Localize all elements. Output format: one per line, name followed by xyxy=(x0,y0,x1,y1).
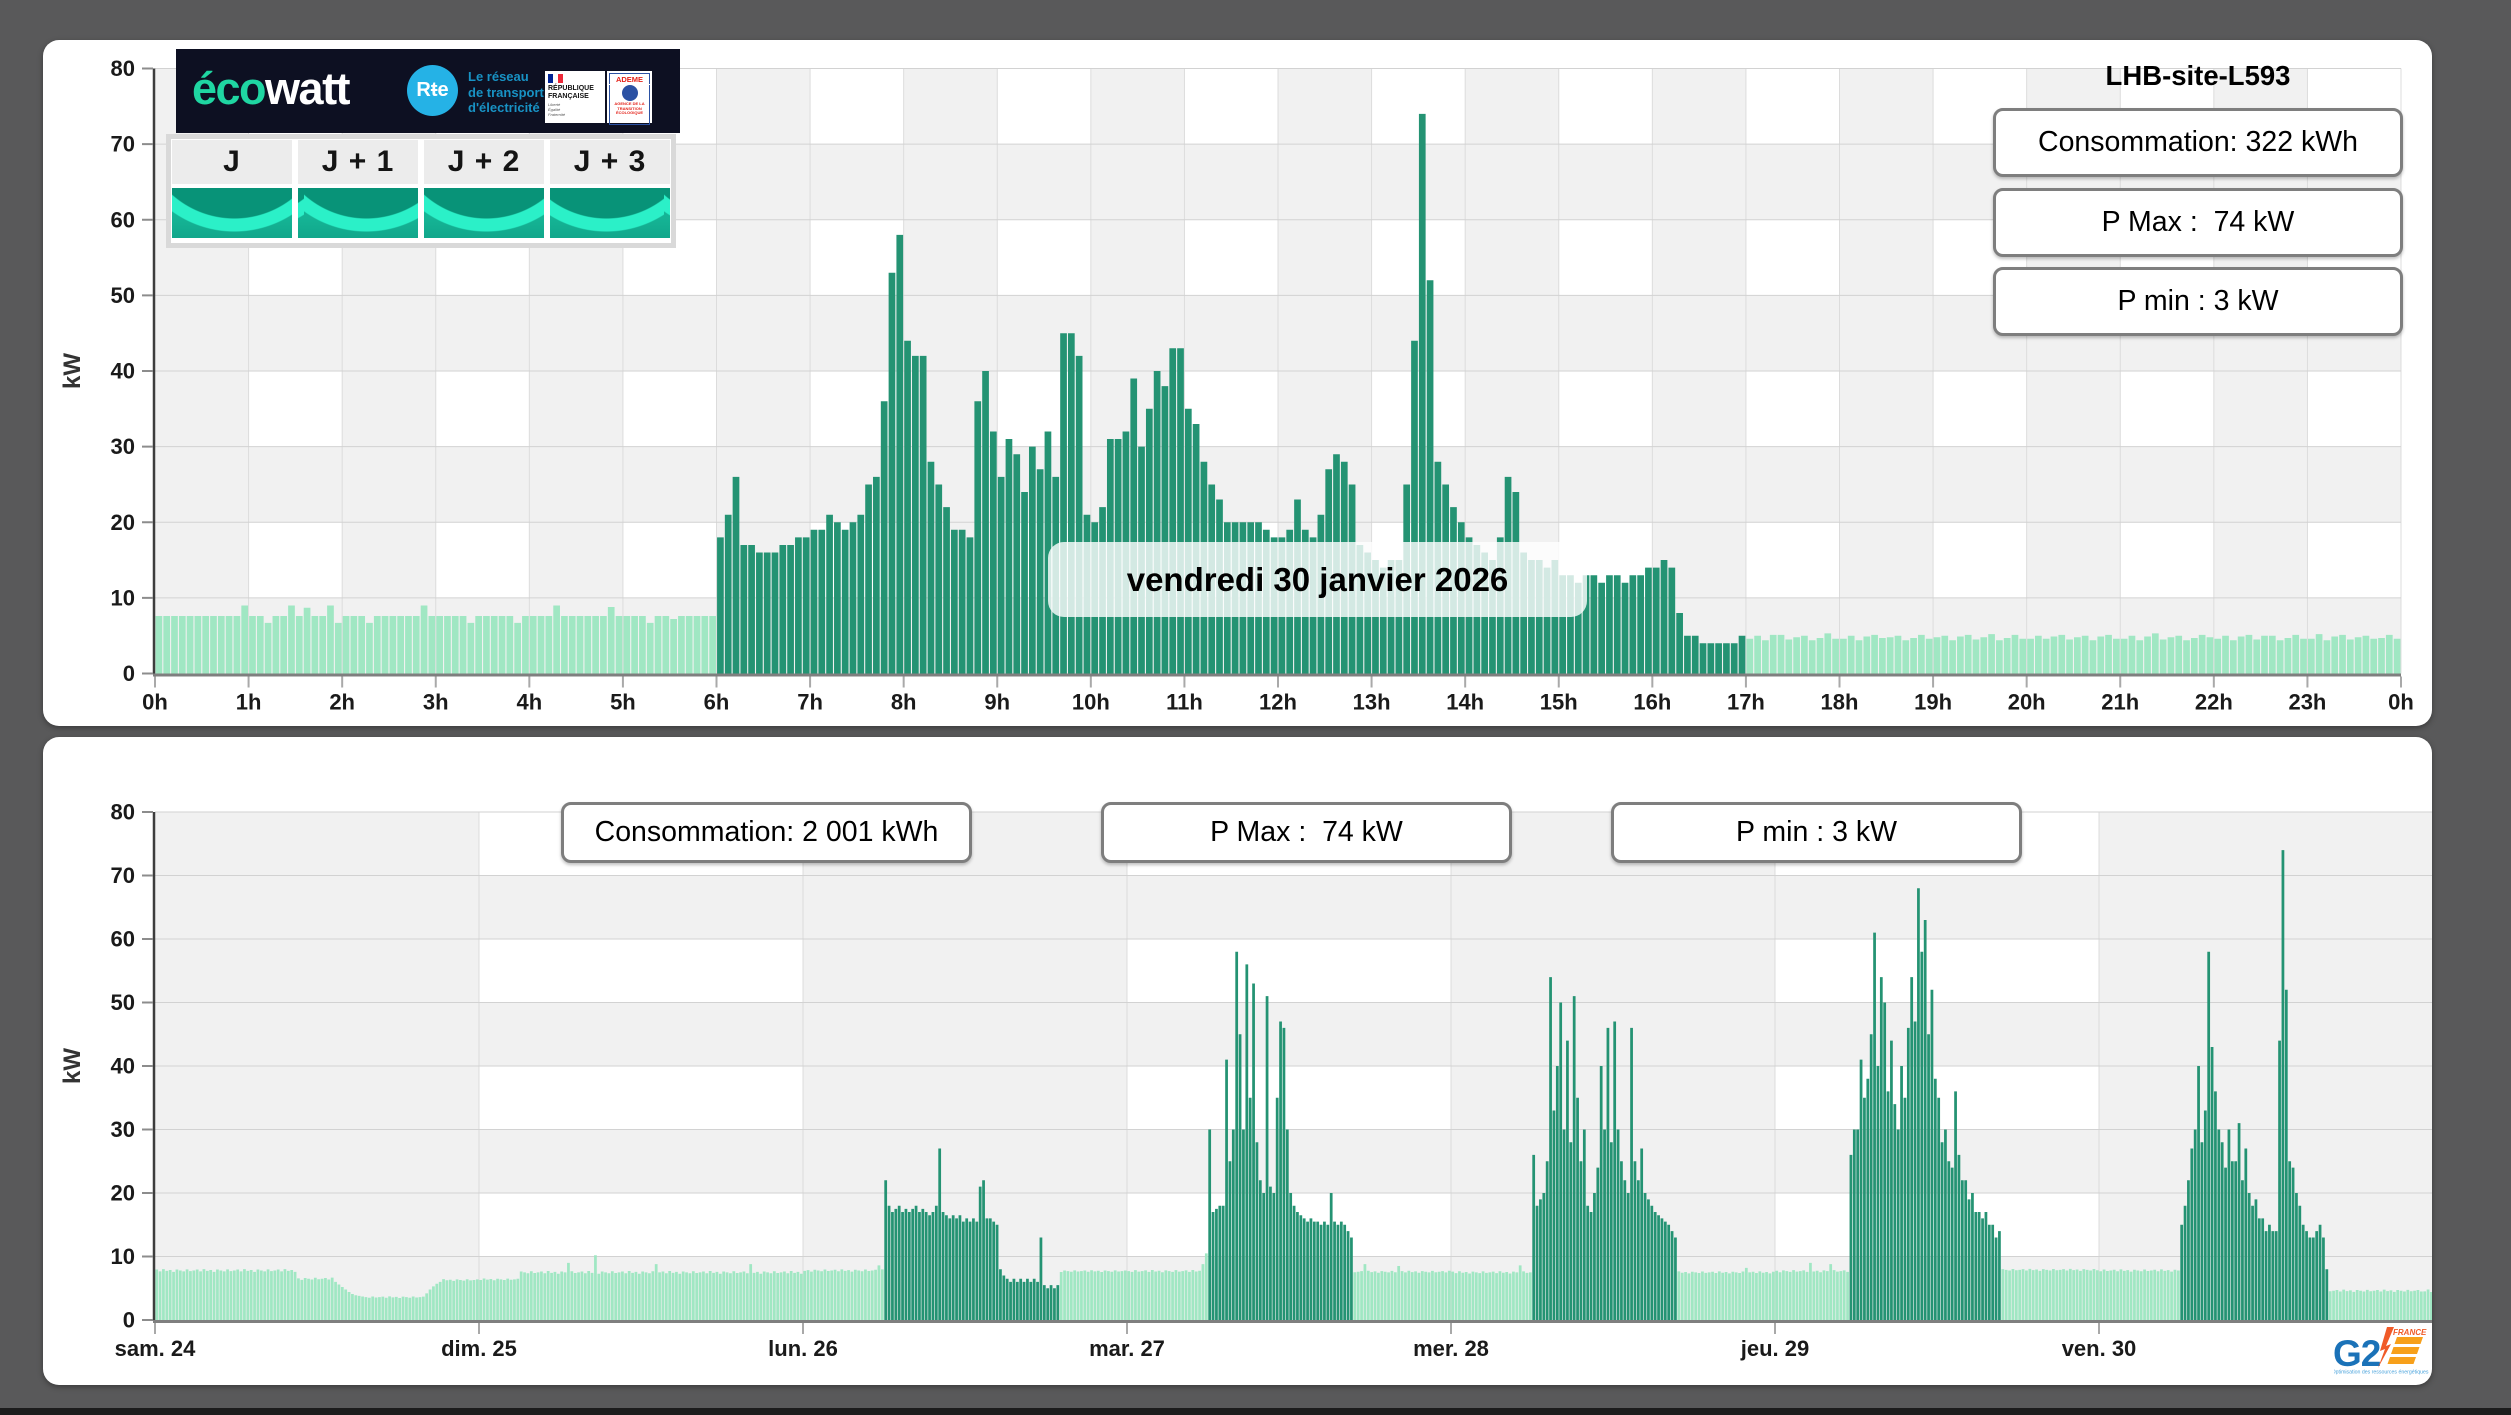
svg-text:40: 40 xyxy=(111,359,135,384)
svg-text:40: 40 xyxy=(111,1054,135,1079)
svg-text:17h: 17h xyxy=(1727,690,1765,715)
svg-text:Optimisation des ressources én: Optimisation des ressources énergétiques xyxy=(2334,1370,2429,1376)
svg-text:70: 70 xyxy=(111,132,135,157)
svg-text:14h: 14h xyxy=(1446,690,1484,715)
svg-text:50: 50 xyxy=(111,990,135,1015)
svg-text:sam. 24: sam. 24 xyxy=(115,1336,196,1361)
svg-text:G2: G2 xyxy=(2334,1333,2381,1374)
svg-text:18h: 18h xyxy=(1821,690,1859,715)
svg-text:60: 60 xyxy=(111,207,135,232)
svg-text:20: 20 xyxy=(111,1181,135,1206)
svg-text:20h: 20h xyxy=(2008,690,2046,715)
svg-text:7h: 7h xyxy=(797,690,823,715)
svg-text:dim. 25: dim. 25 xyxy=(441,1336,517,1361)
svg-text:kW: kW xyxy=(59,353,86,389)
svg-text:50: 50 xyxy=(111,283,135,308)
svg-text:80: 80 xyxy=(111,56,135,81)
svg-text:13h: 13h xyxy=(1353,690,1391,715)
svg-text:0: 0 xyxy=(123,661,135,686)
svg-text:mar. 27: mar. 27 xyxy=(1089,1336,1165,1361)
svg-text:20: 20 xyxy=(111,510,135,535)
svg-text:70: 70 xyxy=(111,863,135,888)
svg-text:10: 10 xyxy=(111,585,135,610)
svg-text:30: 30 xyxy=(111,434,135,459)
svg-text:60: 60 xyxy=(111,927,135,952)
svg-text:23h: 23h xyxy=(2288,690,2326,715)
svg-text:10: 10 xyxy=(111,1244,135,1269)
svg-text:4h: 4h xyxy=(516,690,542,715)
svg-text:21h: 21h xyxy=(2101,690,2139,715)
svg-text:kW: kW xyxy=(59,1048,86,1084)
svg-text:22h: 22h xyxy=(2195,690,2233,715)
svg-text:0: 0 xyxy=(123,1308,135,1333)
svg-text:8h: 8h xyxy=(891,690,917,715)
svg-text:15h: 15h xyxy=(1540,690,1578,715)
svg-text:5h: 5h xyxy=(610,690,636,715)
svg-text:2h: 2h xyxy=(329,690,355,715)
svg-text:ven. 30: ven. 30 xyxy=(2062,1336,2137,1361)
svg-text:mer. 28: mer. 28 xyxy=(1413,1336,1489,1361)
svg-text:30: 30 xyxy=(111,1117,135,1142)
svg-text:1h: 1h xyxy=(236,690,262,715)
svg-text:6h: 6h xyxy=(704,690,730,715)
svg-text:0h: 0h xyxy=(2388,690,2414,715)
svg-text:16h: 16h xyxy=(1633,690,1671,715)
svg-text:11h: 11h xyxy=(1166,690,1203,715)
svg-text:lun. 26: lun. 26 xyxy=(768,1336,838,1361)
svg-text:0h: 0h xyxy=(142,690,168,715)
svg-text:3h: 3h xyxy=(423,690,449,715)
svg-text:FRANCE: FRANCE xyxy=(2393,1328,2427,1337)
svg-text:80: 80 xyxy=(111,800,135,825)
svg-text:9h: 9h xyxy=(984,690,1010,715)
svg-text:10h: 10h xyxy=(1072,690,1110,715)
svg-text:19h: 19h xyxy=(1914,690,1952,715)
svg-text:jeu. 29: jeu. 29 xyxy=(1740,1336,1809,1361)
svg-text:12h: 12h xyxy=(1259,690,1297,715)
